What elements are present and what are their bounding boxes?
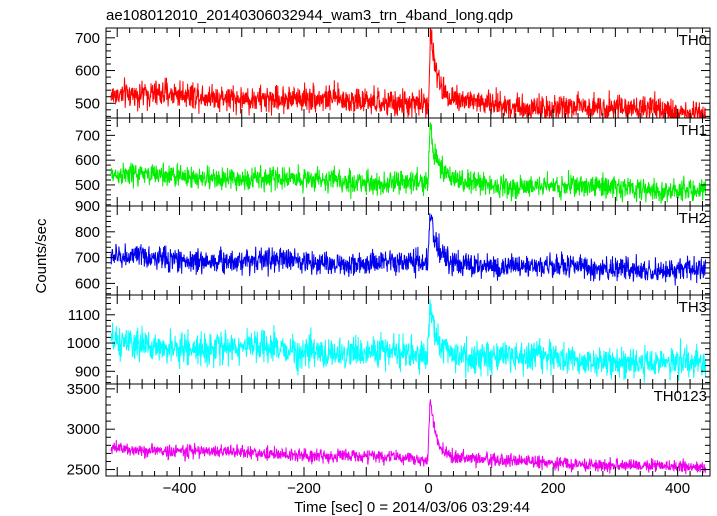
series-line-th0 [110, 28, 707, 118]
y-tick-label: 800 [75, 224, 100, 241]
x-tick-label: 0 [424, 480, 432, 497]
panel-label-th1: TH1 [679, 122, 707, 139]
panel-th3: 900 1000 1100 TH3 [67, 294, 711, 385]
panel-frame [105, 205, 711, 296]
y-tick-label: 700 [75, 250, 100, 267]
y-tick-label: 700 [75, 127, 100, 144]
panel-frame [105, 383, 711, 477]
y-tick-label: 600 [75, 63, 100, 80]
panel-label-th0: TH0 [679, 32, 707, 49]
series-line-th2 [110, 213, 707, 286]
y-tick-label: 2500 [67, 462, 100, 479]
y-tick-label: 500 [75, 177, 100, 194]
x-tick-label: 200 [541, 480, 566, 497]
y-tick-label: 600 [75, 275, 100, 292]
y-tick-label: 600 [75, 152, 100, 169]
panel-th2: 600 700 800 900 TH2 [75, 198, 711, 296]
panel-label-th2: TH2 [679, 210, 707, 227]
x-tick-label: 400 [665, 480, 690, 497]
y-tick-label: 1100 [68, 307, 100, 324]
series-line-th1 [110, 121, 707, 204]
x-tick-label: −400 [163, 480, 197, 497]
y-tick-label: 3000 [67, 421, 100, 438]
x-tick-label: −200 [287, 480, 321, 497]
x-axis-label: Time [sec] 0 = 2014/03/06 03:29:44 [294, 499, 530, 516]
series-line-th0123 [110, 399, 707, 475]
panel-th0: 500 600 700 TH0 [75, 27, 711, 119]
y-tick-label: 500 [75, 95, 100, 112]
y-tick-label: 3500 [67, 381, 100, 398]
panel-th0123: 2500 3000 3500 TH0123 [67, 381, 711, 479]
y-tick-label: 900 [75, 198, 100, 215]
panel-label-th3: TH3 [679, 299, 707, 316]
panel-label-th0123: TH0123 [654, 388, 707, 405]
panel-th1: 500 600 700 TH1 [75, 117, 711, 207]
y-tick-label: 700 [75, 30, 100, 47]
y-tick-label: 1000 [67, 335, 100, 352]
x-axis-ticks: −400 −200 0 200 400 [163, 480, 691, 497]
chart-title: ae108012010_20140306032944_wam3_trn_4ban… [106, 7, 513, 24]
y-tick-label: 900 [75, 363, 100, 380]
panels: 500 600 700 TH0 500 600 700 TH1 600 700 800 900 TH2 9… [67, 27, 711, 479]
series-line-th3 [110, 299, 707, 383]
y-axis-label: Counts/sec [33, 218, 50, 294]
